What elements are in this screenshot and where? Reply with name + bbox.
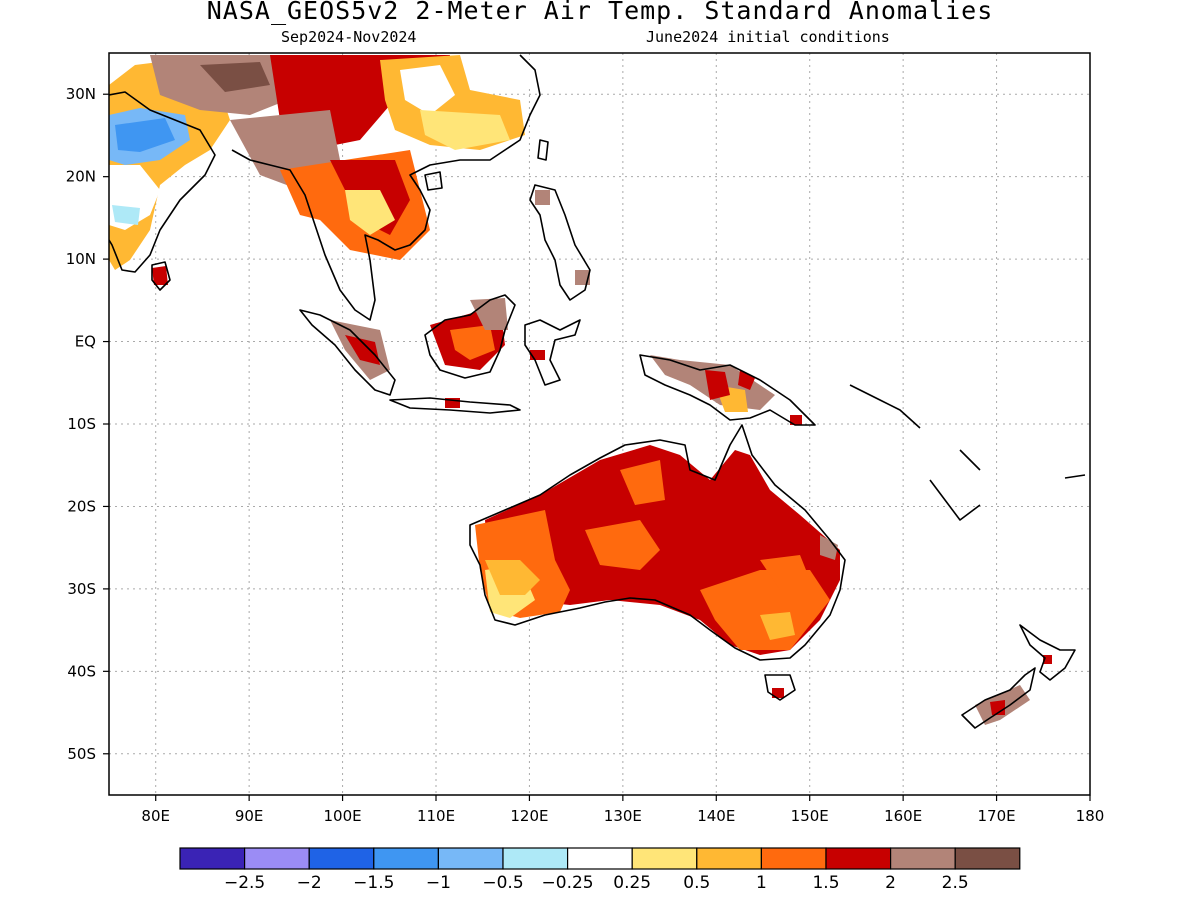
- nz-south-coast: [961, 667, 1036, 729]
- colorbar-swatch: [889, 847, 956, 870]
- new-guinea-coast: [639, 354, 816, 426]
- srilanka-warm: [152, 266, 168, 285]
- colorbar-swatch: [760, 847, 827, 870]
- lat-label: 20S: [67, 497, 96, 515]
- new-guinea-red-2: [738, 370, 755, 390]
- sumatra-coast: [299, 309, 396, 396]
- colorbar-swatch: [631, 847, 698, 870]
- colorbar-label: 0.25: [613, 873, 651, 893]
- colorbar-swatch: [954, 847, 1021, 870]
- colorbar-swatch: [373, 847, 439, 870]
- colorbar-swatch: [179, 847, 246, 870]
- java-coast: [389, 397, 521, 414]
- philippines-coast: [529, 184, 591, 301]
- india-cool-south: [112, 205, 140, 225]
- new-guinea-tip: [790, 415, 802, 425]
- colorbar-swatch: [696, 847, 762, 870]
- australia-coast: [469, 424, 846, 661]
- colorbar: −2.5 −2 −1.5 −1 −0.5 −0.25 0.25 0.5 1 1.5 2 2.5: [179, 847, 1021, 893]
- china-yellow: [420, 110, 510, 150]
- borneo-coast: [424, 294, 516, 379]
- tasmania-coast: [764, 674, 796, 701]
- colorbar-label: −0.25: [542, 873, 594, 893]
- australia-north-orange: [620, 460, 665, 505]
- china-white-ne: [465, 55, 540, 90]
- colorbar-swatch: [308, 847, 375, 870]
- tasmania-red: [772, 688, 784, 698]
- colorbar-label: 0.5: [683, 873, 710, 893]
- colorbar-label: −2.5: [224, 873, 265, 893]
- colorbar-label: −0.5: [482, 873, 523, 893]
- lon-label: 100E: [324, 807, 362, 825]
- philippines-brown-2: [575, 270, 590, 285]
- lat-label: 30N: [66, 85, 96, 103]
- grid-lines: [109, 53, 1091, 795]
- colorbar-swatch: [825, 847, 892, 870]
- australia-east-brown: [820, 535, 838, 560]
- lon-label: 80E: [141, 807, 170, 825]
- lon-label: 170E: [978, 807, 1016, 825]
- nz-north-coast: [1019, 624, 1076, 681]
- lat-label: 20N: [66, 168, 96, 186]
- lat-label: 10N: [66, 250, 96, 268]
- australia-center-orange: [585, 520, 660, 570]
- colorbar-label: 1: [756, 873, 767, 893]
- srilanka-coast: [151, 261, 171, 291]
- lat-label: 50S: [67, 745, 96, 763]
- colorbar-label: −1.5: [353, 873, 394, 893]
- pacific-islands: [849, 384, 1086, 521]
- lat-label: EQ: [75, 333, 96, 351]
- latitude-axis: 30N 20N 10N EQ 10S 20S 30S 40S 50S: [66, 85, 109, 763]
- lon-label: 140E: [697, 807, 735, 825]
- colorbar-label: 2.5: [942, 873, 969, 893]
- india-cold-core: [115, 118, 175, 152]
- colorbar-label: 2: [885, 873, 896, 893]
- lon-label: 130E: [604, 807, 642, 825]
- coastlines: [109, 54, 1086, 729]
- hainan-coast: [424, 171, 443, 191]
- colorbar-swatch: [502, 847, 569, 870]
- anomaly-shading: [109, 55, 1052, 725]
- colorbar-swatch: [437, 847, 504, 870]
- tibet-dark: [200, 62, 270, 92]
- asia-coastline: [109, 54, 541, 321]
- colorbar-label: 1.5: [812, 873, 839, 893]
- australia-southeast-orange: [700, 570, 830, 650]
- longitude-axis: 80E 90E 100E 110E 120E 130E 140E 150E 160E 170E 18…: [141, 795, 1104, 825]
- season-subtitle: Sep2024-Nov2024: [281, 28, 417, 46]
- lon-label: 180: [1076, 807, 1105, 825]
- australia-southeast-yellow: [760, 612, 795, 640]
- sulawesi-coast: [524, 319, 581, 386]
- sumatra-red: [345, 335, 380, 365]
- thailand-yellow: [345, 190, 395, 235]
- lon-label: 120E: [510, 807, 548, 825]
- australia-sw-orange: [485, 560, 540, 595]
- lon-label: 110E: [417, 807, 455, 825]
- map-title: NASA_GEOS5v2 2-Meter Air Temp. Standard …: [206, 0, 994, 25]
- new-guinea-red: [705, 370, 730, 400]
- borneo-orange: [450, 325, 495, 360]
- colorbar-swatch: [566, 847, 633, 870]
- lon-label: 160E: [884, 807, 922, 825]
- philippines-brown: [535, 190, 550, 205]
- australia-east-orange: [760, 555, 810, 590]
- borneo-brown: [470, 298, 508, 330]
- lon-label: 90E: [235, 807, 264, 825]
- lat-label: 40S: [67, 662, 96, 680]
- colorbar-label: −2: [297, 873, 322, 893]
- colorbar-label: −1: [426, 873, 451, 893]
- taiwan-coast: [537, 139, 549, 161]
- lat-label: 10S: [67, 415, 96, 433]
- lon-label: 150E: [791, 807, 829, 825]
- lat-label: 30S: [67, 580, 96, 598]
- china-white: [400, 65, 455, 115]
- initial-conditions-subtitle: June2024 initial conditions: [646, 28, 890, 46]
- colorbar-swatch: [244, 847, 310, 870]
